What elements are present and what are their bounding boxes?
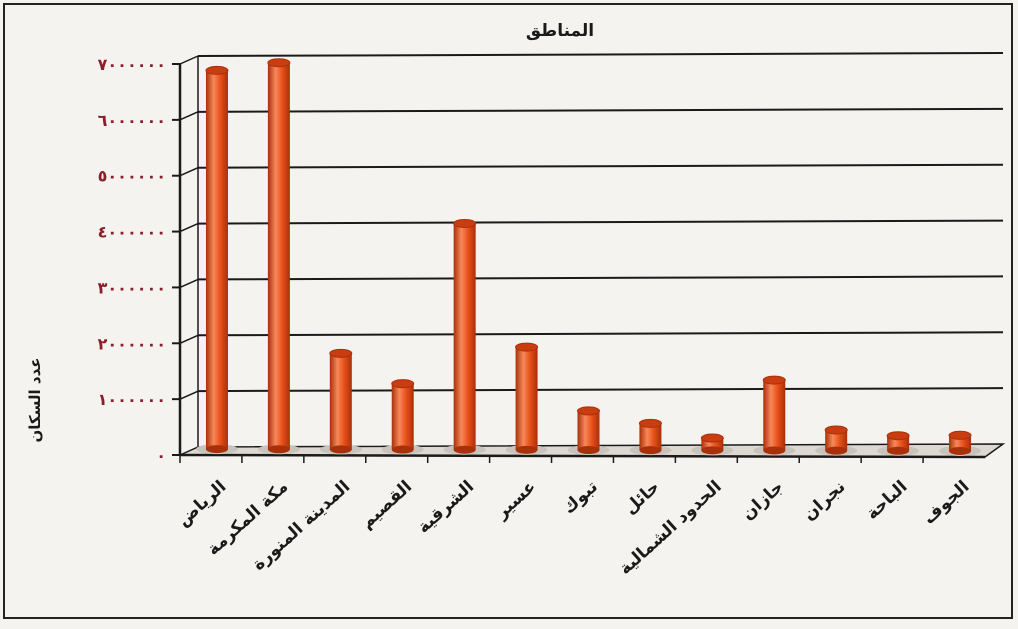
x-category-label: الباحة xyxy=(862,477,911,524)
outer-border xyxy=(3,3,1013,619)
y-axis-label: عدد السكان xyxy=(26,357,44,442)
y-tick-label: ٠ xyxy=(156,446,166,465)
x-category-label: الجوف xyxy=(919,477,973,529)
gridline-slant xyxy=(179,167,199,177)
chart-title: المناطق xyxy=(526,21,594,41)
bar xyxy=(329,353,352,450)
x-category-label: القصيم xyxy=(357,477,416,533)
axes xyxy=(172,56,1006,463)
gridline-slant xyxy=(179,334,199,344)
gridline xyxy=(197,275,1004,281)
bar-top xyxy=(700,433,724,443)
bar-base xyxy=(515,445,538,454)
bar-top xyxy=(638,418,662,428)
bar xyxy=(453,223,476,450)
bar xyxy=(391,383,414,450)
bar xyxy=(639,423,662,451)
bar-top xyxy=(267,58,291,68)
bar-base xyxy=(701,446,724,455)
x-axis-line xyxy=(179,453,986,459)
x-category-label: عسير xyxy=(491,477,540,524)
gridline xyxy=(197,107,1004,113)
gridline-slant xyxy=(179,111,199,121)
bar-top xyxy=(329,348,353,358)
gridline-slant xyxy=(179,278,199,289)
bar xyxy=(763,380,786,451)
bar-base xyxy=(329,445,352,454)
x-category-label: تبوك xyxy=(559,477,602,518)
bar-base xyxy=(949,446,972,455)
bar-base xyxy=(577,446,600,455)
x-category-label: جازان xyxy=(738,477,788,524)
bar-top xyxy=(391,379,415,389)
bar xyxy=(205,70,228,450)
x-category-label: الرياض xyxy=(174,477,231,531)
bars xyxy=(195,58,982,456)
bar-top xyxy=(515,342,539,352)
y-tick-label: ٢٠٠٠٠٠٠ xyxy=(98,334,166,353)
bar-base xyxy=(267,445,290,454)
y-tick-label: ٦٠٠٠٠٠٠ xyxy=(98,111,166,130)
y-tick-label: ٤٠٠٠٠٠٠ xyxy=(98,223,166,242)
gridline-slant xyxy=(179,55,199,65)
bar-top xyxy=(762,375,786,385)
bar-base xyxy=(205,445,228,454)
bar-top xyxy=(577,406,600,416)
bar xyxy=(577,410,600,451)
gridline xyxy=(197,163,1004,169)
y-tick-label: ١٠٠٠٠٠٠ xyxy=(98,390,166,409)
y-tick-labels: ٠ ١٠٠٠٠٠٠ ٢٠٠٠٠٠٠ ٣٠٠٠٠٠٠ ٤٠٠٠٠٠٠ ٥٠٠٠٠٠٠ ٦٠٠٠… xyxy=(98,55,166,465)
bar-top xyxy=(453,218,477,228)
bar-base xyxy=(763,446,786,455)
bar xyxy=(825,429,848,451)
bar-base xyxy=(887,446,910,455)
gridlines xyxy=(179,52,1004,400)
gridline-slant xyxy=(179,222,199,233)
y-tick-label: ٣٠٠٠٠٠٠ xyxy=(98,278,166,297)
bar-top xyxy=(948,430,972,440)
bar xyxy=(515,347,538,450)
gridline xyxy=(197,331,1004,337)
gridline xyxy=(197,219,1004,225)
x-category-label: الشرقية xyxy=(414,477,478,538)
bar-top xyxy=(205,65,229,75)
bar xyxy=(267,62,290,450)
bar-top xyxy=(886,431,910,441)
x-category-label: حائل xyxy=(621,477,664,519)
bar-base xyxy=(825,446,848,455)
gridline xyxy=(197,387,1004,393)
gridline xyxy=(197,52,1004,57)
bar-base xyxy=(639,446,662,455)
bar-base xyxy=(453,445,476,454)
bar-top xyxy=(824,425,848,435)
y-tick-label: ٥٠٠٠٠٠٠ xyxy=(98,167,166,186)
x-category-label: نجران xyxy=(799,477,849,525)
bar-base xyxy=(391,445,414,454)
y-tick-label: ٧٠٠٠٠٠٠ xyxy=(98,55,166,74)
gridline-slant xyxy=(179,390,199,400)
